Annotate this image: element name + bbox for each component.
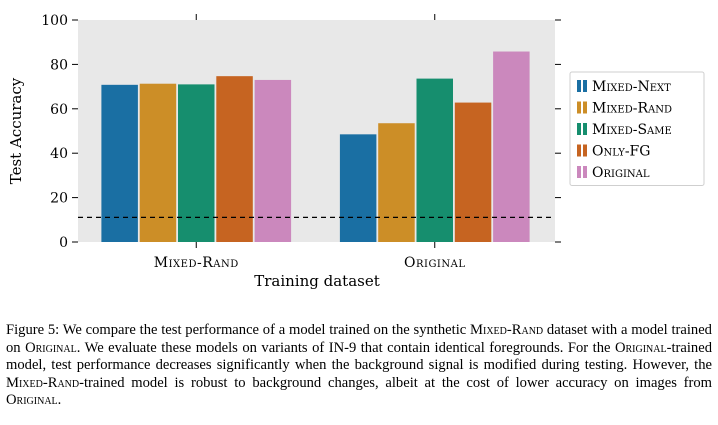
legend-label: Original (592, 165, 650, 181)
legend: Mixed-Next Mixed-Rand Mixed-Same Only-FG Ori… (569, 71, 705, 186)
legend-swatch (583, 123, 587, 135)
legend-swatch (577, 166, 581, 178)
bar-chart: 0 20 40 60 80 100 Mixed-Rand Original Test Accu… (7, 13, 705, 290)
legend-label: Mixed-Same (592, 122, 672, 138)
y-axis-label: Test Accuracy (7, 77, 25, 184)
legend-label: Mixed-Rand (592, 101, 672, 117)
bar-original-original (493, 51, 530, 242)
y-tick-label: 20 (50, 191, 68, 207)
caption-text-6: . (57, 392, 62, 409)
bar-mixed-next-mixed-rand (101, 84, 138, 242)
figure-caption: Figure 5: We compare the test performanc… (6, 322, 712, 410)
bar-mixed-rand-original (378, 123, 415, 242)
bar-only-fg-original (454, 102, 492, 242)
bar-only-fg-mixed-rand (216, 76, 253, 242)
caption-text-5: -trained model is robust to background c… (79, 374, 712, 391)
x-axis-label: Training dataset (254, 272, 380, 290)
legend-label: Mixed-Next (592, 79, 671, 95)
caption-dataset-1: Mixed-Rand (470, 322, 544, 338)
legend-swatch (577, 123, 581, 135)
bar-original-mixed-rand (254, 79, 292, 242)
legend-box (569, 71, 705, 186)
legend-label: Only-FG (592, 144, 650, 160)
bar-group (101, 51, 530, 243)
bar-mixed-same-mixed-rand (178, 84, 215, 242)
caption-text-4: -trained model, test performance decreas… (6, 339, 712, 374)
axis-ticks: 0 20 40 60 80 100 Mixed-Rand Original (41, 13, 561, 271)
legend-swatch (577, 144, 581, 157)
caption-text-2: dataset with a model trained on (6, 322, 712, 356)
caption-dataset-2: Original (25, 339, 77, 356)
caption-dataset-3: Original (614, 339, 667, 356)
caption-dataset-5: Original (6, 392, 58, 409)
caption-text-3: . We evaluate these models on variants o… (76, 339, 615, 356)
legend-swatch (583, 144, 587, 157)
caption-dataset-4: Mixed-Rand (6, 374, 80, 391)
y-tick-label: 40 (50, 146, 68, 162)
legend-swatch (577, 80, 581, 92)
bar-mixed-next-original (339, 134, 377, 242)
bar-mixed-rand-mixed-rand (139, 83, 177, 243)
legend-swatch (583, 80, 587, 92)
x-tick-label: Original (404, 255, 466, 271)
y-tick-label: 80 (50, 57, 68, 73)
caption-text-1: We compare the test performance of a mod… (59, 322, 471, 338)
y-tick-label: 60 (50, 102, 68, 118)
bar-mixed-same-original (416, 78, 453, 242)
caption-figure-label: Figure 5: (6, 322, 60, 338)
legend-swatch (583, 166, 587, 178)
x-tick-label: Mixed-Rand (154, 255, 239, 271)
y-tick-label: 0 (59, 235, 68, 251)
y-tick-label: 100 (41, 13, 68, 29)
legend-swatch (577, 101, 581, 114)
legend-swatch (583, 101, 587, 114)
